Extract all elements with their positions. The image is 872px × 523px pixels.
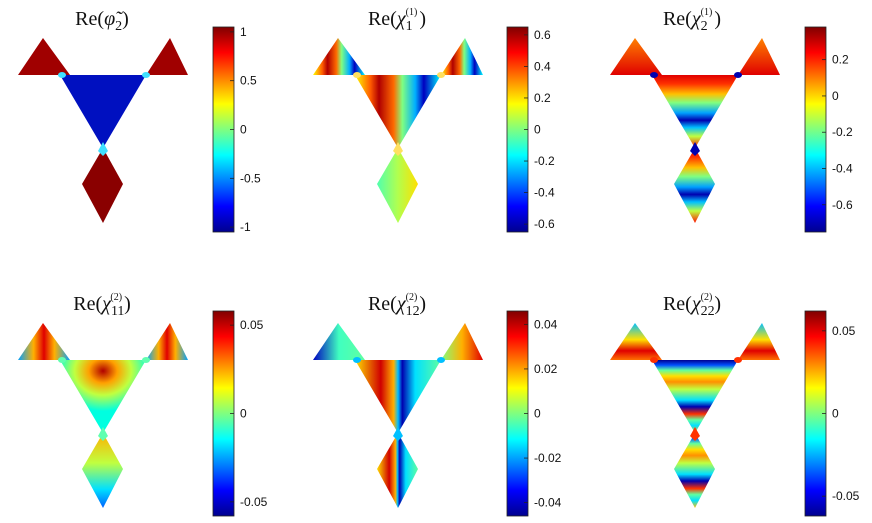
right-neck	[142, 72, 150, 78]
domain-shape	[610, 323, 780, 508]
colorbar-tick-label: -0.05	[832, 489, 860, 503]
colorbar-tick-label: 0	[534, 123, 541, 137]
domain-shape	[18, 38, 188, 223]
colorbar: 0.6 0.4 0.2 0 -0.2 -0.4 -0.6	[506, 26, 555, 233]
domain-shape	[610, 38, 780, 223]
colorbar-tick-label: -0.05	[240, 495, 268, 509]
colorbar-tick-label: 0	[832, 407, 839, 421]
center-triangle	[60, 360, 146, 433]
colorbar-tick-label: 0.5	[240, 74, 257, 88]
panels-layer: Re(φ̃2) 1 0.5 0 -0.5 -1 Re(χ1(1)) 0.6 0.4 0.2 0 -0.…	[18, 7, 860, 517]
colorbar-tick-label: -0.2	[534, 154, 555, 168]
colorbar-tick-label: 0.05	[832, 324, 856, 338]
left-triangle	[18, 38, 70, 75]
panel-title: Re(χ12(2))	[368, 292, 426, 319]
left-triangle	[18, 323, 70, 360]
bottom-diamond	[674, 433, 715, 508]
panel-4: Re(χ11(2)) 0.05 0 -0.05	[18, 292, 268, 517]
panel-title: Re(χ2(1))	[663, 7, 721, 34]
left-neck	[353, 357, 361, 363]
right-triangle	[441, 38, 483, 75]
colorbar: 0.05 0 -0.05	[212, 310, 268, 517]
colorbar-tick-label: -0.6	[534, 217, 555, 231]
colorbar-tick-label: 0.6	[534, 28, 551, 42]
panel-3: Re(χ2(1)) 0.2 0 -0.2 -0.4 -0.6	[610, 7, 853, 233]
right-triangle	[146, 38, 188, 75]
bottom-diamond	[82, 148, 123, 223]
colorbar-tick-label: 0.02	[534, 362, 558, 376]
bottom-diamond	[377, 148, 418, 223]
bottom-neck	[690, 142, 700, 156]
colorbar-tick-label: 0	[832, 89, 839, 103]
bottom-diamond	[674, 148, 715, 223]
colorbar: 0.2 0 -0.2 -0.4 -0.6	[804, 26, 853, 233]
left-triangle	[313, 323, 365, 360]
colorbar: 0.05 0 -0.05	[804, 310, 860, 517]
colorbar: 1 0.5 0 -0.5 -1	[212, 25, 261, 234]
panel-5: Re(χ12(2)) 0.04 0.02 0 -0.02 -0.04	[313, 292, 562, 517]
center-triangle	[60, 75, 146, 148]
left-neck	[650, 72, 658, 78]
colorbar-tick-label: 0	[534, 407, 541, 421]
colorbar-tick-label: -0.02	[534, 451, 562, 465]
colorbar-tick-label: 0.2	[534, 91, 551, 105]
panel-title: Re(χ1(1))	[368, 7, 426, 34]
domain-shape	[313, 323, 483, 508]
colorbar-tick-label: 0	[240, 123, 247, 137]
colorbar-tick-label: -1	[240, 220, 251, 234]
right-neck	[142, 357, 150, 363]
colorbar-tick-label: 0.4	[534, 59, 551, 73]
panel-title: Re(χ22(2))	[663, 292, 721, 319]
bottom-diamond	[82, 433, 123, 508]
right-triangle	[738, 323, 780, 360]
bottom-neck	[690, 427, 700, 441]
center-triangle	[652, 360, 738, 433]
left-neck	[353, 72, 361, 78]
right-triangle	[441, 323, 483, 360]
right-neck	[437, 72, 445, 78]
bottom-neck	[393, 142, 403, 156]
left-neck	[58, 72, 66, 78]
domain-shape	[18, 323, 188, 508]
colorbar-tick-label: 0.05	[240, 318, 264, 332]
panel-title: Re(χ11(2))	[73, 292, 131, 319]
center-triangle	[355, 360, 441, 433]
bottom-neck	[98, 142, 108, 156]
panel-6: Re(χ22(2)) 0.05 0 -0.05	[610, 292, 860, 517]
colorbar-tick-label: -0.4	[534, 186, 555, 200]
right-triangle	[738, 38, 780, 75]
left-triangle	[313, 38, 365, 75]
domain-shape	[313, 38, 483, 223]
left-neck	[650, 357, 658, 363]
colorbar-tick-label: 0	[240, 407, 247, 421]
colorbar-tick-label: -0.5	[240, 171, 261, 185]
bottom-diamond	[377, 433, 418, 508]
left-triangle	[610, 38, 662, 75]
right-neck	[734, 357, 742, 363]
bottom-neck	[393, 427, 403, 441]
colorbar-tick-label: 1	[240, 25, 247, 39]
center-triangle	[355, 75, 441, 148]
colorbar-tick-label: 0.2	[832, 53, 849, 67]
right-neck	[437, 357, 445, 363]
colorbar-tick-label: 0.04	[534, 317, 558, 331]
panel-title: Re(φ̃2)	[75, 8, 129, 34]
colorbar: 0.04 0.02 0 -0.02 -0.04	[506, 310, 562, 517]
right-triangle	[146, 323, 188, 360]
panel-2: Re(χ1(1)) 0.6 0.4 0.2 0 -0.2 -0.4 -0.6	[313, 7, 555, 233]
right-neck	[734, 72, 742, 78]
bottom-neck	[98, 427, 108, 441]
colorbar-tick-label: -0.04	[534, 496, 562, 510]
colorbar-tick-label: -0.6	[832, 198, 853, 212]
colorbar-tick-label: -0.4	[832, 162, 853, 176]
left-triangle	[610, 323, 662, 360]
colorbar-tick-label: -0.2	[832, 125, 853, 139]
center-triangle	[652, 75, 738, 148]
left-neck	[58, 357, 66, 363]
panel-1: Re(φ̃2) 1 0.5 0 -0.5 -1	[18, 8, 261, 234]
colorbar-scale	[804, 26, 827, 233]
